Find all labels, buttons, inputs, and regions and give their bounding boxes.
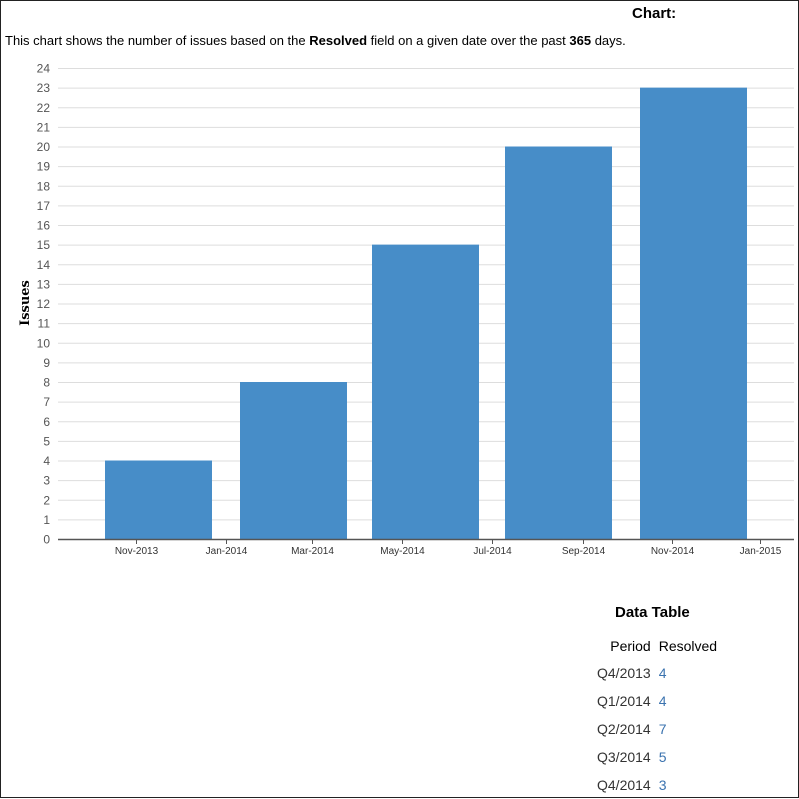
- y-tick-label: 10: [37, 336, 51, 350]
- x-tick-label: Jul-2014: [473, 546, 512, 557]
- y-tick-label: 24: [37, 62, 51, 76]
- bar: [505, 146, 612, 539]
- x-tick-label: Nov-2013: [115, 546, 159, 557]
- y-tick-label: 15: [37, 238, 51, 252]
- data-table-title: Data Table: [615, 604, 690, 621]
- y-tick-label: 6: [43, 415, 50, 429]
- data-table: Period Resolved Q4/2013 4 Q1/2014 4 Q2/2…: [593, 633, 721, 799]
- y-tick-label: 7: [43, 395, 50, 409]
- bar: [640, 87, 747, 539]
- description-suffix: days.: [591, 33, 626, 48]
- y-tick-label: 20: [37, 140, 51, 154]
- period-cell: Q4/2013: [597, 665, 651, 681]
- y-tick-label: 0: [43, 533, 50, 547]
- y-tick-label: 17: [37, 199, 51, 213]
- y-tick-label: 16: [37, 219, 51, 233]
- period-cell: Q4/2014: [597, 777, 651, 793]
- resolved-count-link[interactable]: 7: [658, 721, 667, 737]
- column-header-period: Period: [610, 638, 651, 654]
- y-tick-label: 8: [43, 376, 50, 390]
- resolved-cell: 5: [655, 743, 721, 771]
- y-tick-label: 5: [43, 434, 50, 448]
- chart-description: This chart shows the number of issues ba…: [5, 33, 626, 48]
- resolved-count-link[interactable]: 4: [658, 665, 667, 681]
- x-tick-label: May-2014: [380, 546, 425, 557]
- resolved-count-link[interactable]: 5: [658, 749, 667, 765]
- description-days: 365: [569, 33, 592, 48]
- x-tick-label: Nov-2014: [651, 546, 695, 557]
- y-tick-label: 18: [37, 179, 51, 193]
- table-row: Q3/2014 5: [593, 743, 721, 771]
- y-tick-label: 12: [37, 297, 51, 311]
- resolved-cell: 3: [655, 771, 721, 799]
- bar: [240, 382, 347, 539]
- description-prefix: This chart shows the number of issues ba…: [5, 33, 310, 48]
- y-tick-label: 4: [43, 454, 50, 468]
- y-tick-label: 2: [43, 493, 50, 507]
- x-tick-label: Jan-2014: [206, 546, 248, 557]
- bar: [372, 244, 479, 539]
- table-row: Q2/2014 7: [593, 715, 721, 743]
- y-tick-label: 13: [37, 277, 51, 291]
- y-tick-label: 22: [37, 101, 51, 115]
- y-tick-label: 1: [43, 513, 50, 527]
- period-cell: Q3/2014: [597, 749, 651, 765]
- y-tick-label: 21: [37, 120, 51, 134]
- y-tick-label: 23: [37, 81, 51, 95]
- y-tick-label: 14: [37, 258, 51, 272]
- x-tick-label: Mar-2014: [291, 546, 334, 557]
- period-cell: Q2/2014: [597, 721, 651, 737]
- column-header-resolved: Resolved: [658, 638, 718, 654]
- y-tick-label: 9: [43, 356, 50, 370]
- period-cell: Q1/2014: [597, 693, 651, 709]
- bar: [105, 460, 212, 539]
- table-row: Q4/2013 4: [593, 659, 721, 687]
- y-axis-title: Issues: [18, 280, 33, 326]
- resolved-count-link[interactable]: 3: [658, 777, 667, 793]
- bar-chart: 0123456789101112131415161718192021222324…: [18, 62, 794, 557]
- y-tick-label: 11: [38, 317, 51, 331]
- resolved-cell: 7: [655, 715, 721, 743]
- y-tick-label: 19: [37, 160, 51, 174]
- table-header-row: Period Resolved: [593, 633, 721, 659]
- bars: [105, 87, 747, 539]
- resolved-cell: 4: [655, 687, 721, 715]
- chart-heading: Chart:: [632, 5, 677, 22]
- x-tick-label: Jan-2015: [740, 546, 782, 557]
- resolved-cell: 4: [655, 659, 721, 687]
- table-row: Q1/2014 4: [593, 687, 721, 715]
- axes: 0123456789101112131415161718192021222324…: [18, 62, 794, 557]
- description-field: Resolved: [309, 33, 368, 48]
- table-row: Q4/2014 3: [593, 771, 721, 799]
- description-middle: field on a given date over the past: [367, 33, 570, 48]
- x-tick-label: Sep-2014: [562, 546, 606, 557]
- y-tick-label: 3: [43, 474, 50, 488]
- resolved-count-link[interactable]: 4: [658, 693, 667, 709]
